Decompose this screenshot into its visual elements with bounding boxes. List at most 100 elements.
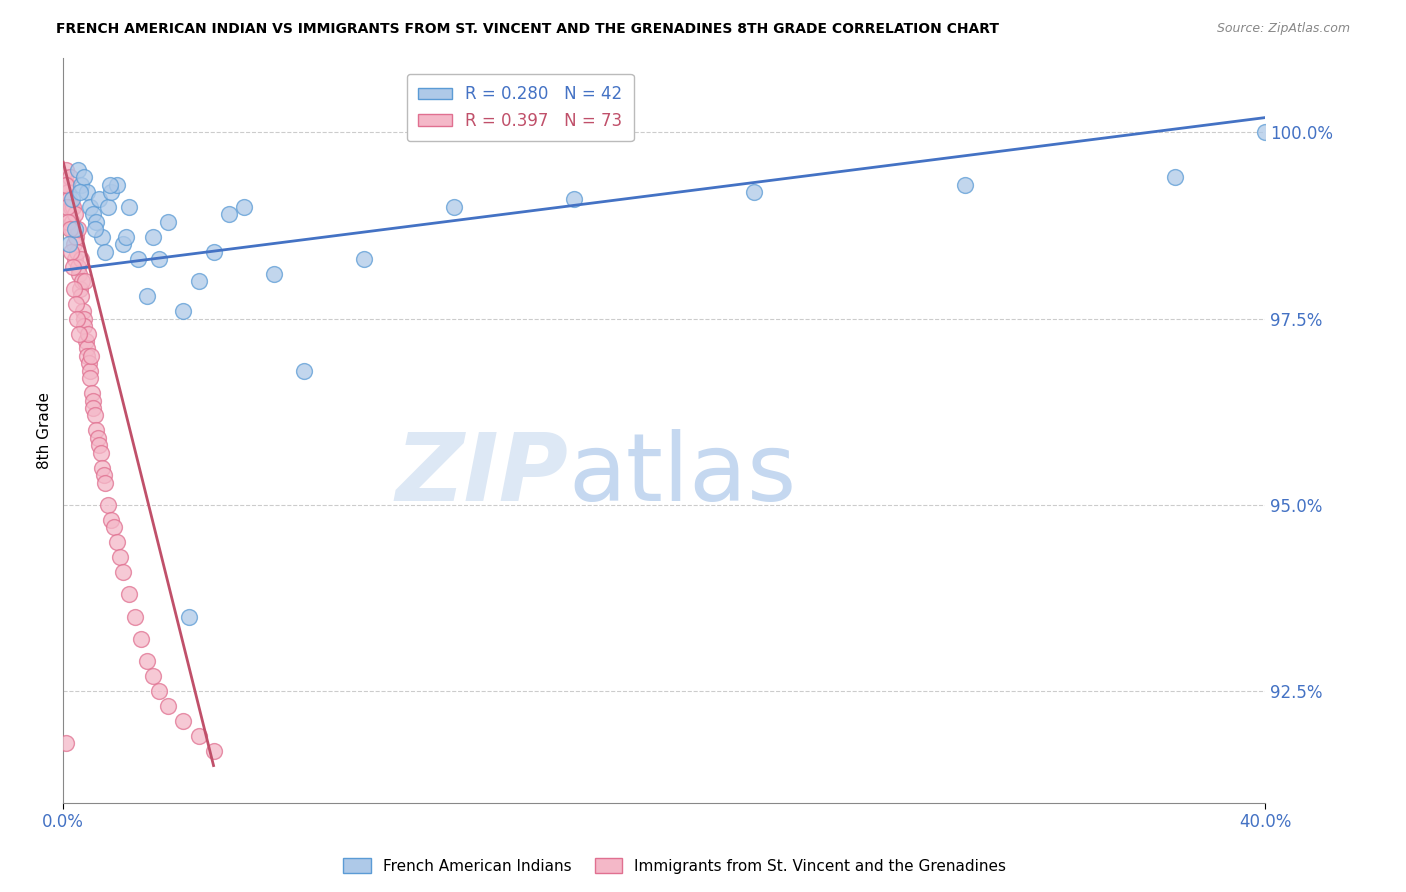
Point bbox=[73, 170, 96, 185]
Point bbox=[63, 252, 86, 266]
Point bbox=[131, 632, 153, 646]
Point bbox=[66, 244, 89, 259]
Point bbox=[953, 178, 976, 192]
Point bbox=[73, 274, 96, 288]
Point bbox=[62, 260, 84, 274]
Text: Source: ZipAtlas.com: Source: ZipAtlas.com bbox=[1216, 22, 1350, 36]
Point bbox=[87, 431, 110, 445]
Text: atlas: atlas bbox=[568, 429, 796, 521]
Point bbox=[76, 349, 98, 363]
Point bbox=[72, 304, 94, 318]
Point bbox=[65, 229, 87, 244]
Point bbox=[70, 289, 93, 303]
Point bbox=[76, 185, 98, 199]
Point bbox=[56, 178, 79, 192]
Point bbox=[97, 498, 120, 512]
Legend: R = 0.280   N = 42, R = 0.397   N = 73: R = 0.280 N = 42, R = 0.397 N = 73 bbox=[406, 74, 634, 142]
Point bbox=[75, 334, 97, 348]
Point bbox=[83, 409, 105, 423]
Point bbox=[55, 736, 77, 750]
Point bbox=[103, 520, 125, 534]
Point bbox=[91, 460, 114, 475]
Point bbox=[73, 311, 96, 326]
Point bbox=[67, 260, 90, 274]
Point bbox=[79, 200, 101, 214]
Point bbox=[55, 162, 77, 177]
Point bbox=[148, 684, 170, 698]
Point bbox=[1164, 170, 1187, 185]
Point bbox=[69, 282, 91, 296]
Point bbox=[94, 244, 117, 259]
Point bbox=[124, 609, 146, 624]
Point bbox=[53, 170, 76, 185]
Point bbox=[59, 200, 82, 214]
Point bbox=[58, 193, 80, 207]
Point bbox=[91, 229, 114, 244]
Point bbox=[105, 535, 128, 549]
Point bbox=[77, 326, 100, 341]
Point bbox=[179, 609, 201, 624]
Point bbox=[127, 252, 149, 266]
Legend: French American Indians, Immigrants from St. Vincent and the Grenadines: French American Indians, Immigrants from… bbox=[337, 852, 1012, 880]
Point bbox=[70, 178, 93, 192]
Point bbox=[562, 193, 585, 207]
Point bbox=[55, 178, 77, 192]
Point bbox=[292, 364, 315, 378]
Point bbox=[105, 178, 128, 192]
Point bbox=[202, 244, 225, 259]
Point bbox=[93, 468, 115, 483]
Point bbox=[97, 200, 120, 214]
Point bbox=[58, 215, 80, 229]
Point bbox=[82, 393, 104, 408]
Point bbox=[89, 193, 111, 207]
Y-axis label: 8th Grade: 8th Grade bbox=[37, 392, 52, 469]
Point bbox=[82, 401, 104, 415]
Point bbox=[69, 185, 91, 199]
Point bbox=[187, 274, 209, 288]
Point bbox=[744, 185, 766, 199]
Point bbox=[58, 237, 80, 252]
Point bbox=[115, 229, 138, 244]
Point bbox=[65, 222, 87, 236]
Point bbox=[83, 222, 105, 236]
Point bbox=[82, 207, 104, 221]
Point bbox=[136, 289, 159, 303]
Point bbox=[62, 200, 84, 214]
Point bbox=[148, 252, 170, 266]
Point bbox=[187, 729, 209, 743]
Point bbox=[142, 229, 165, 244]
Point bbox=[118, 587, 141, 601]
Point bbox=[80, 349, 103, 363]
Text: FRENCH AMERICAN INDIAN VS IMMIGRANTS FROM ST. VINCENT AND THE GRENADINES 8TH GRA: FRENCH AMERICAN INDIAN VS IMMIGRANTS FRO… bbox=[56, 22, 1000, 37]
Point bbox=[79, 371, 101, 385]
Point bbox=[58, 207, 80, 221]
Point bbox=[63, 282, 86, 296]
Point bbox=[79, 364, 101, 378]
Point bbox=[110, 549, 132, 564]
Point bbox=[60, 244, 83, 259]
Point bbox=[136, 654, 159, 668]
Point bbox=[118, 200, 141, 214]
Point bbox=[59, 170, 82, 185]
Point bbox=[94, 475, 117, 490]
Point bbox=[232, 200, 254, 214]
Point bbox=[70, 274, 93, 288]
Point bbox=[56, 200, 79, 214]
Point bbox=[56, 185, 79, 199]
Point bbox=[60, 193, 83, 207]
Point bbox=[157, 215, 180, 229]
Point bbox=[443, 200, 465, 214]
Point bbox=[66, 222, 89, 236]
Point bbox=[86, 215, 108, 229]
Point bbox=[59, 222, 82, 236]
Point bbox=[157, 698, 180, 713]
Point bbox=[98, 178, 121, 192]
Point bbox=[76, 342, 98, 356]
Point bbox=[65, 207, 87, 221]
Point bbox=[172, 714, 194, 728]
Point bbox=[142, 669, 165, 683]
Text: ZIP: ZIP bbox=[395, 429, 568, 521]
Point bbox=[100, 185, 122, 199]
Point bbox=[80, 386, 103, 401]
Point bbox=[67, 326, 90, 341]
